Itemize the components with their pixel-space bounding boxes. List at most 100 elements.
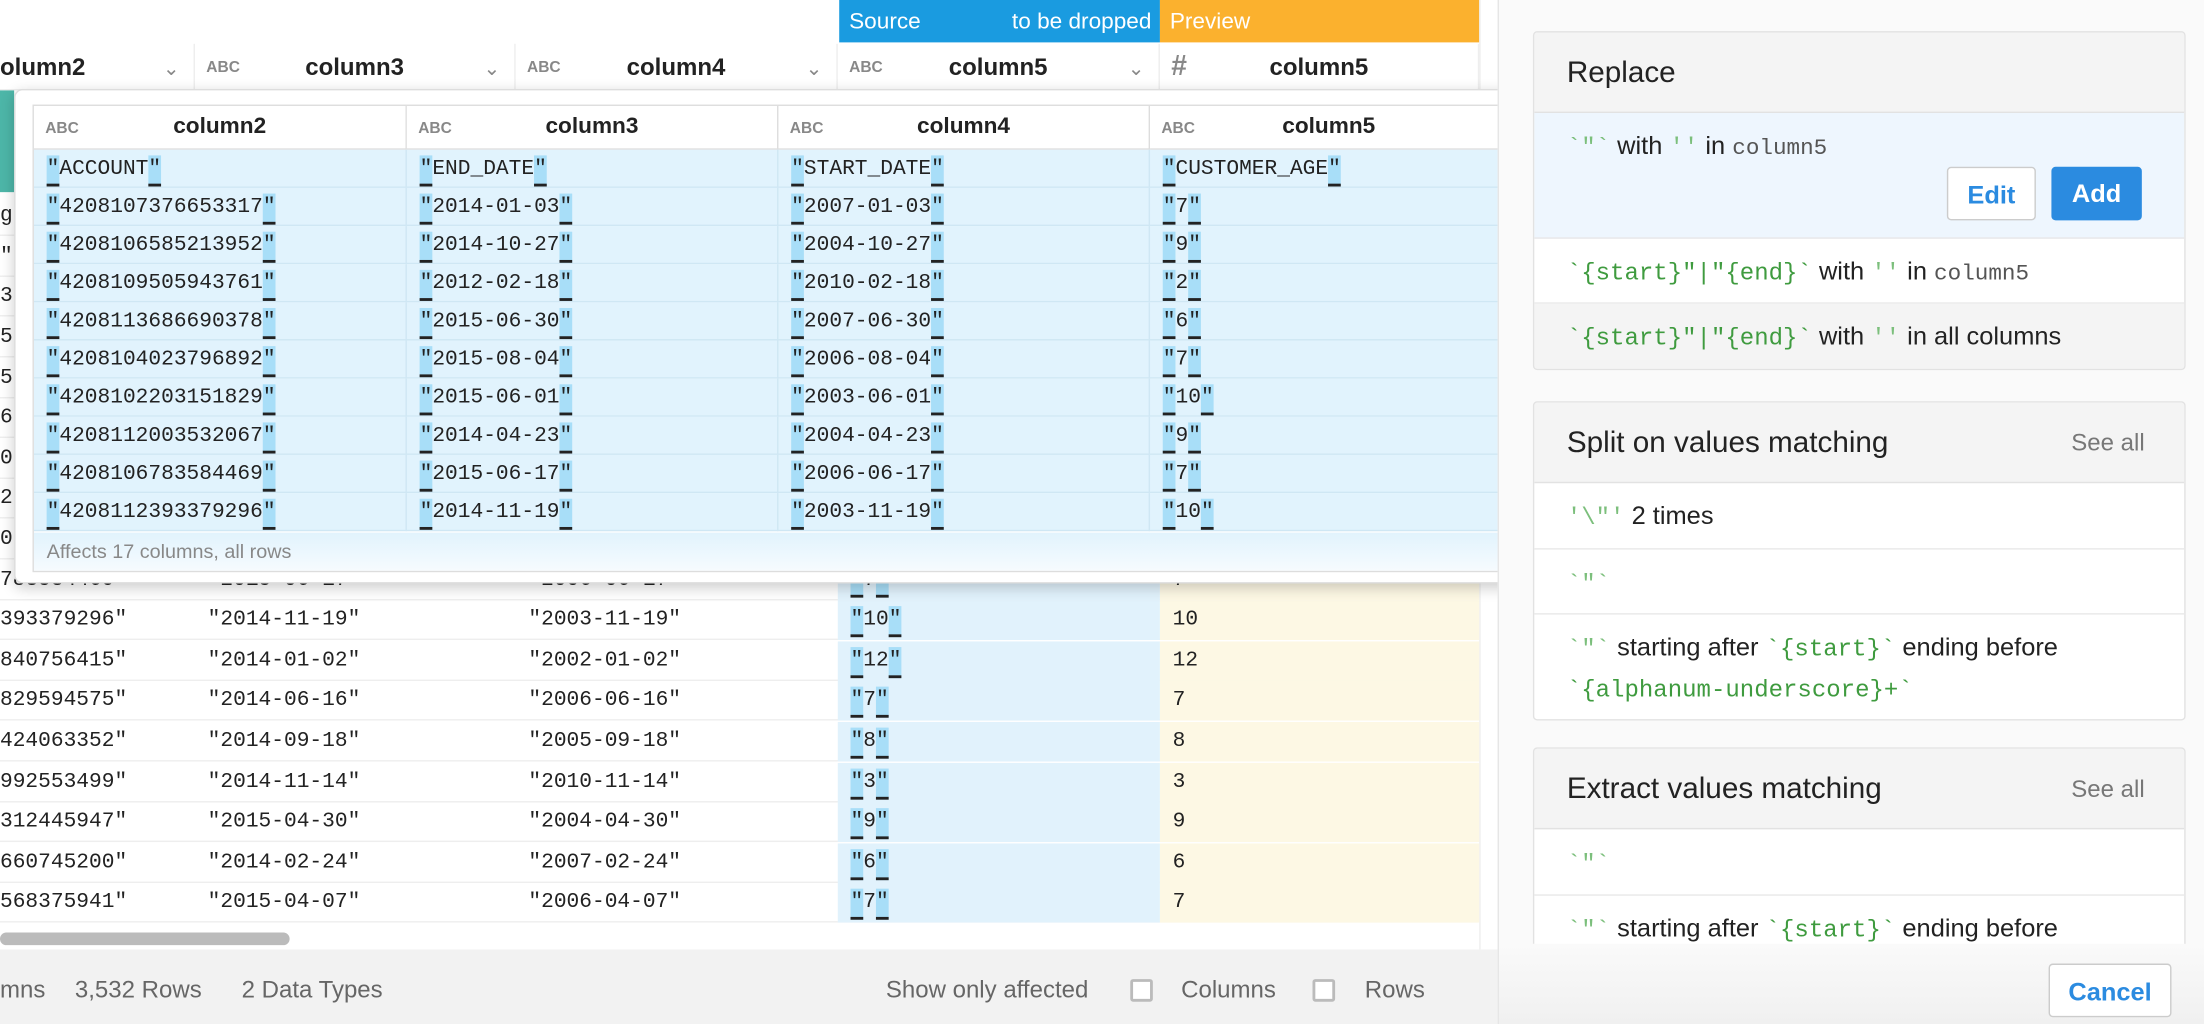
popup-cell: "CUSTOMER_AGE" xyxy=(1150,149,1509,188)
cell-value: 9 xyxy=(1175,233,1189,258)
rows-checkbox[interactable] xyxy=(1312,979,1336,1002)
popup-row: "4208112393379296" "2014-11-19" "2003-11-1… xyxy=(33,493,1509,532)
text: with xyxy=(1818,257,1865,286)
suggestion-extract-2[interactable]: `"` starting after `{start}` ending befo… xyxy=(1534,896,2184,975)
cell-value: 9 xyxy=(1175,423,1189,448)
chevron-down-icon[interactable]: ⌄ xyxy=(1127,56,1145,80)
table-cell: "2003-11-19" xyxy=(528,607,682,632)
cell-value: 4208104023796892 xyxy=(59,347,263,372)
card-title: Replace xyxy=(1534,32,2185,114)
suggestion-extract-1[interactable]: `"` xyxy=(1534,829,2185,896)
pattern: '\"' xyxy=(1566,505,1625,533)
replacement: '' xyxy=(1669,135,1699,163)
text: with xyxy=(1617,131,1663,160)
chevron-down-icon[interactable]: ⌄ xyxy=(162,56,180,80)
popup-cell: "2012-02-18" xyxy=(407,264,779,303)
cell-value: 7 xyxy=(1175,194,1189,219)
popup-cell: "4208112003532067" xyxy=(34,416,407,455)
popup-column-header: ABC column2 xyxy=(33,105,407,150)
text: starting after xyxy=(1617,914,1759,943)
card-title: Extract values matching See all xyxy=(1534,748,2185,830)
table-row[interactable]: 424063352" "2014-09-18" "2005-09-18" "8" 8 xyxy=(0,721,1480,762)
string-type-icon: ABC xyxy=(45,120,79,138)
pattern: `"` xyxy=(1566,851,1611,879)
cell-value: 7 xyxy=(863,688,876,713)
panel-footer: Cancel xyxy=(1499,943,2204,1024)
cell-value: 4208102203151829 xyxy=(59,385,263,410)
edit-button[interactable]: Edit xyxy=(1946,166,2036,221)
column-name: column5 xyxy=(948,53,1048,81)
suggestion-split-3[interactable]: `"` starting after `{start}` ending befo… xyxy=(1534,615,2184,720)
cell-value: 12 xyxy=(863,648,889,673)
table-cell: "2014-01-02" xyxy=(207,648,361,673)
table-row[interactable]: 568375941" "2015-04-07" "2006-04-07" "7" 7 xyxy=(0,883,1480,924)
column-name: column3 xyxy=(545,114,639,139)
see-all-link[interactable]: See all xyxy=(2071,775,2145,803)
cancel-button[interactable]: Cancel xyxy=(2048,963,2172,1018)
text: starting after xyxy=(1617,632,1759,662)
table-row[interactable]: 829594575" "2014-06-16" "2006-06-16" "7" 7 xyxy=(0,681,1480,722)
popup-cell: "4208102203151829" xyxy=(34,378,407,417)
columns-checkbox[interactable] xyxy=(1130,979,1153,1002)
string-type-icon: ABC xyxy=(789,120,824,138)
popup-cell: "2015-08-04" xyxy=(407,340,779,379)
cell-value: END_DATE xyxy=(432,156,535,181)
cell-value: 7 xyxy=(1175,461,1189,487)
column-header-column5-source[interactable]: ABC column5 ⌄ xyxy=(837,43,1160,91)
cell-value: 2012-02-18 xyxy=(432,271,560,296)
cell-value: 10 xyxy=(863,607,889,632)
replacement: '' xyxy=(1871,261,1901,289)
source-label: Source xyxy=(849,9,921,34)
table-cell: "2002-01-02" xyxy=(528,648,682,673)
popup-column-header: ABC column4 xyxy=(778,105,1151,150)
table-cell: 7 xyxy=(1159,681,1480,722)
table-row[interactable]: 992553499" "2014-11-14" "2010-11-14" "3" 3 xyxy=(0,762,1480,802)
suggestion-replace-3[interactable]: `{start}"|"{end}` with '' in all columns xyxy=(1534,303,2185,369)
suggestion-split-1[interactable]: '\"' 2 times xyxy=(1534,483,2185,550)
status-bar: mns 3,532 Rows 2 Data Types Show only af… xyxy=(0,949,1498,1024)
cell-value: 7 xyxy=(863,890,876,915)
table-row[interactable]: 312445947" "2015-04-30" "2004-04-30" "9" 9 xyxy=(0,802,1480,843)
text: 2 times xyxy=(1631,501,1714,530)
suggestion-replace-1[interactable]: `"` with '' in column5 Edit Add xyxy=(1534,113,2185,239)
popup-cell: "2015-06-30" xyxy=(407,302,779,341)
popup-cell: "2015-06-01" xyxy=(407,378,779,417)
add-button[interactable]: Add xyxy=(2051,166,2142,221)
table-row[interactable]: 660745200" "2014-02-24" "2007-02-24" "6" 6 xyxy=(0,843,1480,883)
table-row[interactable]: 393379296" "2014-11-19" "2003-11-19" "10" 10 xyxy=(0,600,1480,641)
column-header-column5-preview[interactable]: # column5 xyxy=(1159,43,1480,91)
column-header-column2[interactable]: olumn2 ⌄ xyxy=(0,43,195,91)
popup-cell: "2006-06-17" xyxy=(778,454,1151,494)
show-only-affected-label: Show only affected xyxy=(885,976,1089,1004)
table-cell: "2006-06-16" xyxy=(528,688,682,713)
popup-cell: "2014-10-27" xyxy=(407,226,779,265)
cell-value: 2007-01-03 xyxy=(803,194,932,219)
cell-value: 2015-06-01 xyxy=(432,385,560,410)
suggestion-split-2[interactable]: `"` xyxy=(1534,550,2185,615)
column-header-column4[interactable]: ABC column4 ⌄ xyxy=(515,43,838,91)
suggestion-replace-2[interactable]: `{start}"|"{end}` with '' in column5 xyxy=(1534,239,2185,304)
chevron-down-icon[interactable]: ⌄ xyxy=(805,56,823,80)
popup-cell: "6" xyxy=(1150,302,1509,341)
popup-column-header: ABC column5 xyxy=(1150,105,1509,150)
cell-value: 2014-10-27 xyxy=(432,233,560,258)
split-title: Split on values matching xyxy=(1566,426,1889,460)
horizontal-scrollbar[interactable] xyxy=(0,932,290,946)
table-cell: 8 xyxy=(1159,721,1480,762)
column-ref: column5 xyxy=(1934,261,2030,287)
cell-value: 4208107376653317 xyxy=(59,194,263,219)
pattern: `"` xyxy=(1566,918,1611,946)
column-header-column3[interactable]: ABC column3 ⌄ xyxy=(194,43,516,91)
cell-value: 4208109505943761 xyxy=(59,271,263,296)
table-cell: "7" xyxy=(837,681,1160,722)
popup-row: "4208107376653317" "2014-01-03" "2007-01-0… xyxy=(33,187,1509,227)
string-type-icon: ABC xyxy=(849,59,883,77)
replace-title: Replace xyxy=(1566,56,1676,90)
extract-card: Extract values matching See all `"` `"` s… xyxy=(1532,747,2186,977)
see-all-link[interactable]: See all xyxy=(2071,429,2145,457)
chevron-down-icon[interactable]: ⌄ xyxy=(483,56,501,80)
cell-value: 4208106783584469 xyxy=(59,461,263,487)
rows-count: 3,532 Rows xyxy=(74,976,202,1004)
table-row[interactable]: 840756415" "2014-01-02" "2002-01-02" "12" 12 xyxy=(0,641,1480,681)
table-cell: 5 xyxy=(0,365,13,390)
